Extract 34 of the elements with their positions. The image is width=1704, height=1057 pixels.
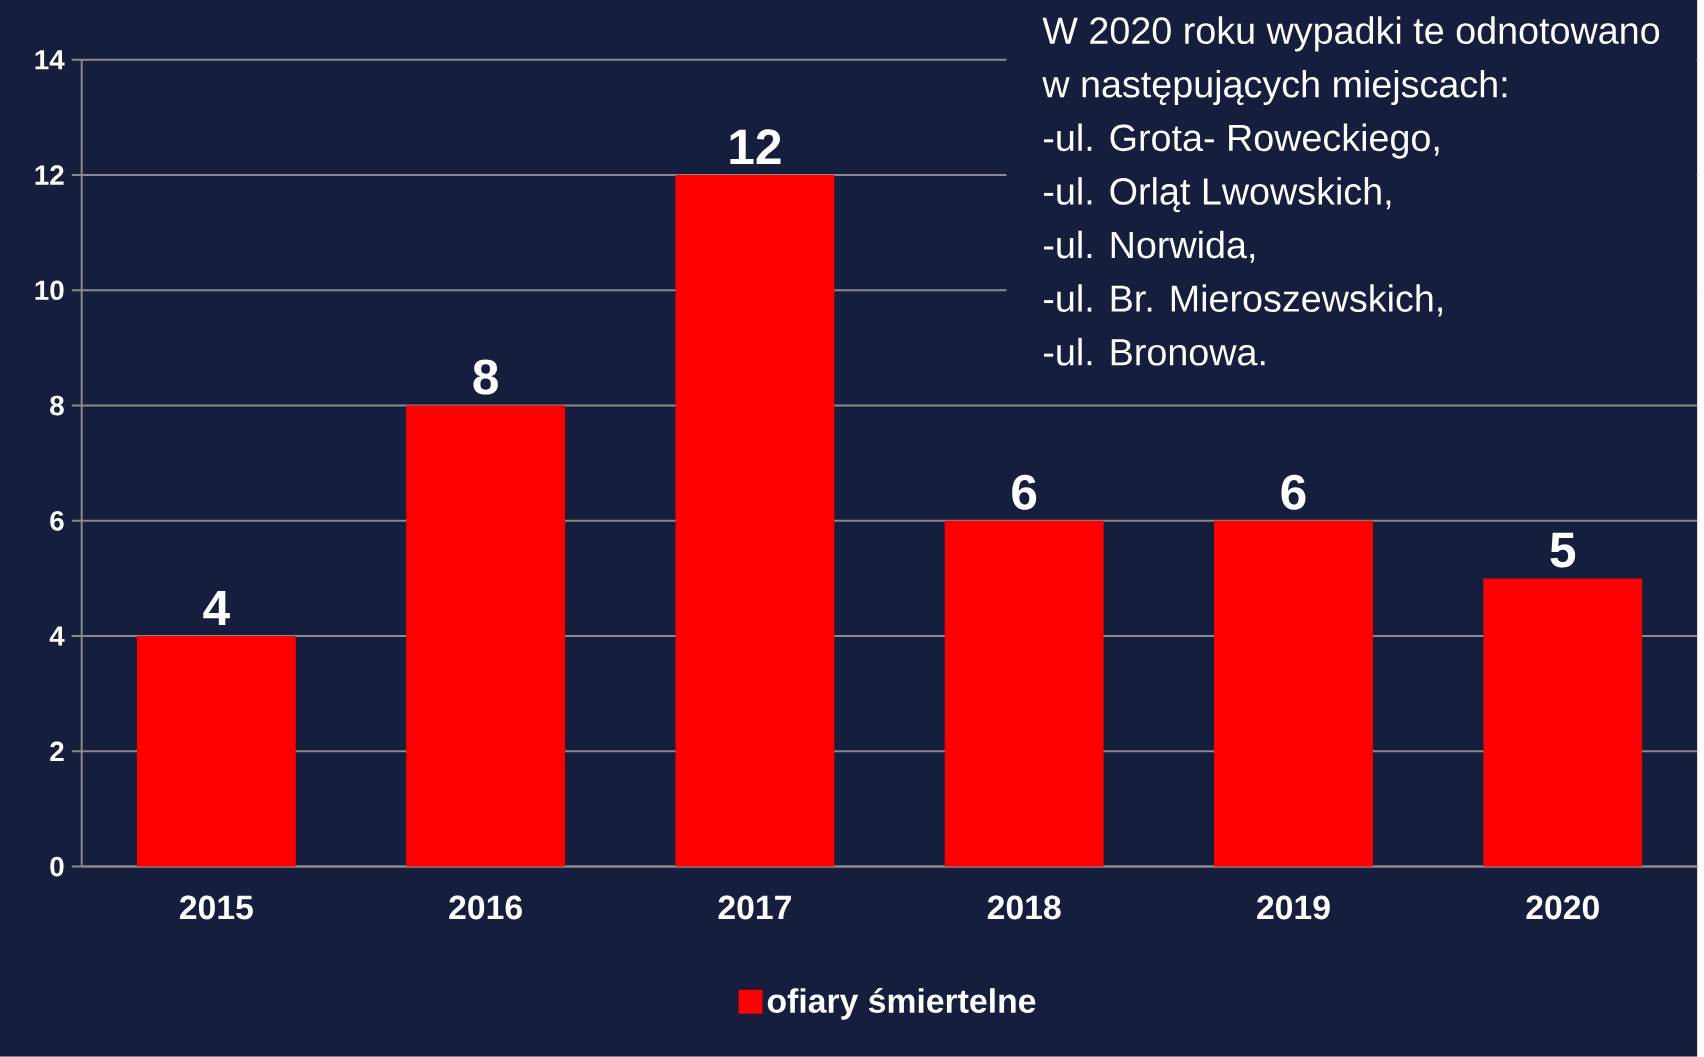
y-tick-label: 4	[49, 626, 65, 646]
annotation: -ul. Bronowa.	[1044, 337, 1265, 366]
y-tick-label: 10	[35, 280, 64, 301]
y-tick-label: 6	[50, 511, 64, 531]
annotation: -ul. Norwida,	[1044, 230, 1255, 263]
x-tick-label: 2017	[718, 895, 791, 920]
annotation: -ul. Br. Mieroszewskich,	[1044, 284, 1442, 317]
x-tick-label: 2015	[179, 895, 253, 920]
data-label: 6	[1281, 474, 1306, 510]
annotation: -ul. Grota- Roweckiego,	[1044, 123, 1439, 159]
bar	[136, 636, 296, 867]
annotation: w następujących miejscach:	[1042, 69, 1507, 106]
legend-label: ofiary śmiertelne	[767, 987, 1036, 1020]
y-tick-label: 8	[50, 395, 64, 416]
bar	[675, 175, 835, 867]
data-label: 4	[203, 590, 230, 626]
data-label: 12	[730, 129, 781, 165]
text: W 2020 roku wypadki te odnotowano	[1042, 16, 1660, 52]
y-tick-label: 12	[35, 165, 64, 185]
x-tick-label: 2016	[449, 895, 522, 920]
y-tick-label: 14	[35, 50, 65, 70]
y-tick-label: 0	[50, 856, 64, 877]
data-label: 5	[1550, 532, 1576, 568]
x-tick-label: 2019	[1257, 895, 1330, 920]
x-tick-label: 2018	[987, 895, 1061, 920]
bar	[406, 405, 566, 867]
bar	[1214, 520, 1373, 867]
annotation: -ul. Orląt Lwowskich,	[1044, 177, 1391, 213]
data-label: 6	[1012, 474, 1037, 510]
bar	[1483, 578, 1643, 867]
data-label: 8	[473, 359, 498, 395]
x-tick-label: 2020	[1526, 895, 1599, 920]
y-tick-label: 2	[50, 741, 64, 762]
bar	[944, 520, 1104, 867]
